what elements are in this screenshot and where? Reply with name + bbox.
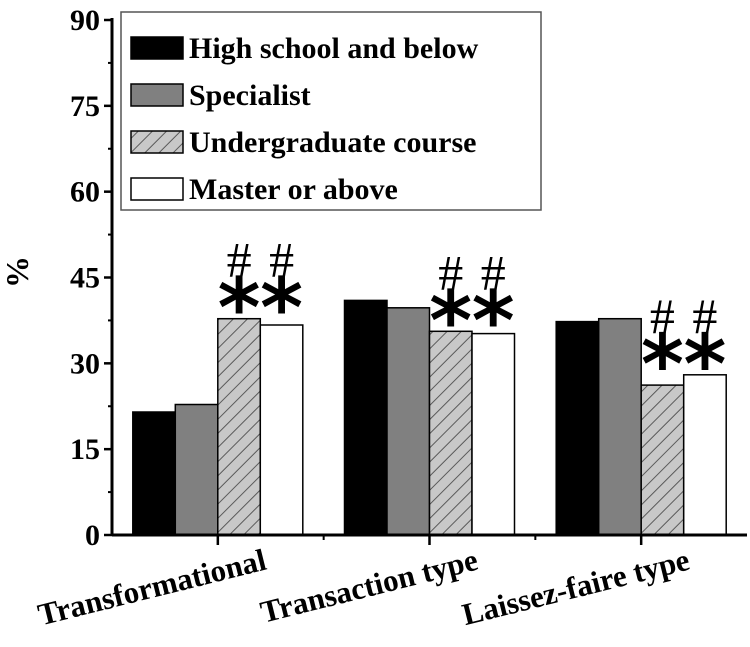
bar-4-1 xyxy=(259,324,304,536)
legend-box xyxy=(120,11,542,211)
significance-hash: # xyxy=(692,288,717,344)
bar-1-3 xyxy=(555,320,600,536)
bar-2-1 xyxy=(174,403,219,536)
significance-star: * xyxy=(641,318,684,413)
significance-hash: # xyxy=(481,244,506,300)
legend-swatch-1 xyxy=(130,36,184,60)
significance-star: * xyxy=(260,262,303,357)
significance-star: * xyxy=(683,318,726,413)
legend-label-2: Specialist xyxy=(189,79,311,112)
bar-2-2 xyxy=(386,307,431,536)
significance-hash: # xyxy=(650,288,675,344)
bar-4-2 xyxy=(471,332,516,536)
annotations: * *# #* *# #* *# # xyxy=(218,232,727,413)
bar-1-2 xyxy=(343,299,388,536)
significance-hash: # xyxy=(269,232,294,288)
bar-1-1 xyxy=(132,411,177,536)
significance-hash: # xyxy=(227,232,252,288)
y-tick-label: 45 xyxy=(70,262,100,295)
y-tick-label: 30 xyxy=(70,347,100,380)
significance-star: * xyxy=(429,274,472,369)
category-label: Transaction type xyxy=(257,542,481,630)
legend-swatch-3 xyxy=(130,130,184,154)
y-tick-label: 60 xyxy=(70,176,100,209)
legend-label-1: High school and below xyxy=(189,32,479,65)
y-tick-label: 0 xyxy=(85,519,100,552)
bar-4-3 xyxy=(682,374,727,536)
category-label: Laissez-faire type xyxy=(459,542,693,632)
legend-swatch-2 xyxy=(130,83,184,107)
legend: High school and below Specialist Undergrad… xyxy=(120,11,542,211)
significance-star: * xyxy=(472,274,515,369)
legend-label-3: Undergraduate course xyxy=(189,126,476,159)
bars-layer xyxy=(132,299,727,536)
category-label: Transformational xyxy=(34,542,270,633)
y-tick-label: 75 xyxy=(70,90,100,123)
y-tick-label: 15 xyxy=(70,433,100,466)
bar-2-3 xyxy=(597,317,642,536)
y-axis-title: % xyxy=(0,256,35,288)
significance-hash: # xyxy=(438,244,463,300)
y-tick-label: 90 xyxy=(70,4,100,37)
legend-label-4: Master or above xyxy=(189,173,398,206)
legend-swatch-4 xyxy=(130,177,184,201)
bar-3-2 xyxy=(428,330,473,536)
significance-star: * xyxy=(218,262,261,357)
